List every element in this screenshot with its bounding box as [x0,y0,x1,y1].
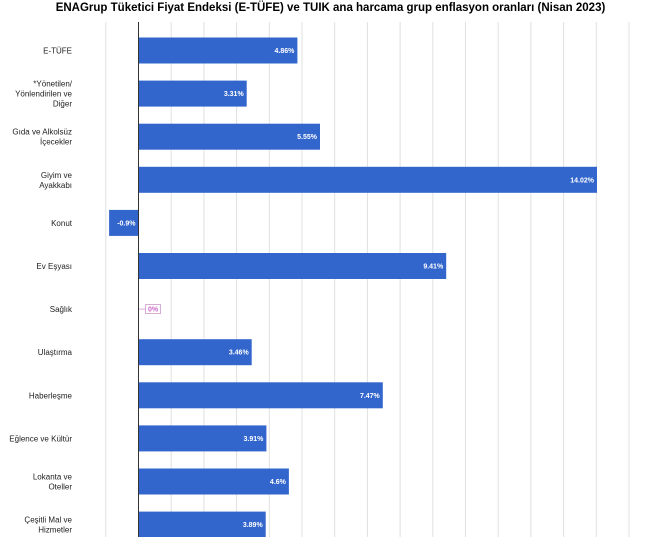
category-label-line: Haberleşme [29,391,73,400]
bar [138,253,447,279]
category-label-line: *Yönetilen/ [33,80,72,89]
category-label: *Yönetilen/Yönlendirilen ve Diğer [15,80,73,109]
category-label: Ev Eşyası [36,262,72,271]
bar [138,382,383,409]
category-label-line: Oteller [48,483,72,492]
category-label-line: İçecekler [40,138,72,147]
data-label: 9.41% [423,264,444,271]
category-label: Gıda ve Alkolsüz İçecekler [12,128,72,147]
category-label-line: E-TÜFE [43,47,72,56]
category-label-line: Sağlık [50,305,73,314]
category-label-line: Lokanta ve [33,473,73,482]
bar [138,339,252,366]
bars [109,37,597,537]
data-label: 4.6% [270,479,287,486]
data-label: 3.91% [244,436,265,443]
category-label: Eğlence ve Kültür [9,434,72,443]
bar [109,209,139,236]
bar [138,37,298,64]
category-label-line: Konut [51,219,73,228]
data-label: 3.46% [229,350,250,357]
category-label-line: Çeşitli Mal ve [24,516,72,525]
category-label: Haberleşme [29,391,73,400]
bar [138,123,320,150]
category-label: E-TÜFE [43,47,72,56]
bar [138,166,597,193]
data-label: 7.47% [360,393,381,400]
category-label-line: Hizmetler [38,526,72,535]
category-labels: E-TÜFE *Yönetilen/Yönlendirilen ve Diğer Gı… [9,47,73,535]
bar [138,468,289,495]
data-label: 3.31% [224,91,245,98]
bar [138,80,247,107]
data-label: 14.02% [570,177,595,184]
category-label: Giyim ve Ayakkabı [39,171,72,190]
gridlines [105,22,630,537]
category-label-line: Gıda ve Alkolsüz [12,128,72,137]
category-label: Konut [51,219,73,228]
data-label: 5.55% [297,134,318,141]
bar [138,425,267,452]
bar [138,511,266,537]
data-label: 3.89% [243,522,264,529]
category-label: Lokanta ve Oteller [33,473,73,492]
value-labels: 4.86% 3.31% 5.55% 14.02% -0.9% 9.41% 0% 3.46% 7.… [117,48,595,529]
data-label: -0.9% [117,220,136,227]
category-label-line: Yönlendirilen ve [15,90,72,99]
data-label: 4.86% [275,48,296,55]
category-label-line: Ayakkabı [39,181,72,190]
category-label-line: Eğlence ve Kültür [9,434,72,443]
category-label-line: Diğer [53,100,72,109]
category-label-line: Ev Eşyası [36,262,72,271]
category-label: Sağlık [50,305,73,314]
data-label: 0% [148,307,159,314]
category-label: Çeşitli Mal ve Hizmetler [24,516,72,535]
category-label-line: Ulaştırma [38,348,73,357]
category-label-line: Giyim ve [41,171,73,180]
chart-title: ENAGrup Tüketici Fiyat Endeksi (E-TÜFE) … [55,2,606,14]
category-label: Ulaştırma [38,348,73,357]
